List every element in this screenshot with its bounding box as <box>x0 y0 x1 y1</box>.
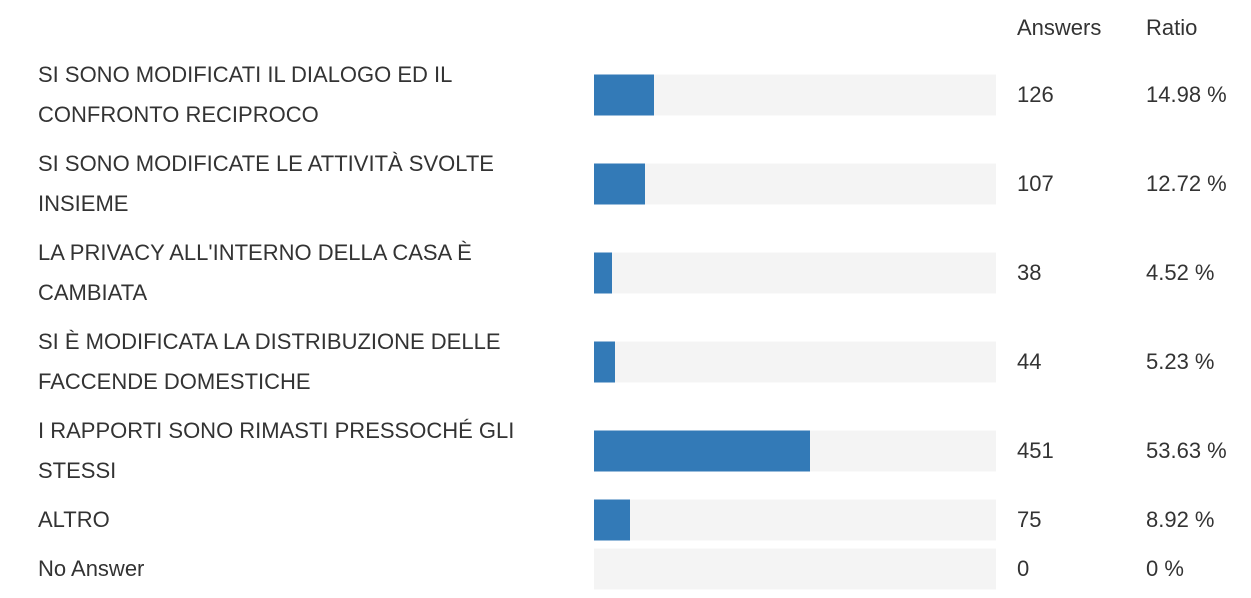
bar <box>594 430 810 472</box>
row-label: LA PRIVACY ALL'INTERNO DELLA CASA È CAMB… <box>38 240 472 305</box>
answers-count: 0 <box>1017 556 1030 581</box>
ratio-label: 4.52 % <box>1146 260 1215 285</box>
bar-track <box>594 163 996 205</box>
row: SI È MODIFICATA LA DISTRIBUZIONE DELLE F… <box>0 322 1251 402</box>
row-label: I RAPPORTI SONO RIMASTI PRESSOCHÉ GLI ST… <box>38 418 515 483</box>
ratio-label: 5.23 % <box>1146 349 1215 374</box>
answers-count: 451 <box>1017 438 1054 463</box>
bar <box>594 499 630 541</box>
bar-track <box>594 548 996 590</box>
ratio-label: 8.92 % <box>1146 507 1215 532</box>
answers-count: 107 <box>1017 171 1054 196</box>
bar <box>594 341 616 383</box>
row: SI SONO MODIFICATE LE ATTIVITÀ SVOLTE IN… <box>0 144 1251 224</box>
bar <box>594 163 646 205</box>
row: No Answer 0 0 % <box>0 548 1251 590</box>
ratio-label: 12.72 % <box>1146 171 1227 196</box>
row: LA PRIVACY ALL'INTERNO DELLA CASA È CAMB… <box>0 233 1251 313</box>
bar-track <box>594 499 996 541</box>
column-header: Answers <box>1017 15 1102 40</box>
page: Answers Ratio SI SONO MODIFICATI IL DIAL… <box>38 15 1227 590</box>
bar-track <box>594 341 996 383</box>
rows: SI SONO MODIFICATI IL DIALOGO ED IL CONF… <box>0 55 1251 598</box>
bar-track <box>594 74 996 116</box>
row: ALTRO 75 8.92 % <box>0 499 1251 541</box>
row-label: SI È MODIFICATA LA DISTRIBUZIONE DELLE F… <box>38 329 501 394</box>
ratio-label: 0 % <box>1146 556 1184 581</box>
bar-track <box>594 430 996 472</box>
answers-count: 44 <box>1017 349 1042 374</box>
row-label: SI SONO MODIFICATI IL DIALOGO ED IL CONF… <box>38 62 452 127</box>
column-header: Ratio <box>1146 15 1198 40</box>
bar <box>594 252 613 294</box>
answers-count: 75 <box>1017 507 1042 532</box>
answers-count: 126 <box>1017 82 1054 107</box>
answers-count: 38 <box>1017 260 1042 285</box>
row: SI SONO MODIFICATI IL DIALOGO ED IL CONF… <box>0 55 1251 135</box>
row: I RAPPORTI SONO RIMASTI PRESSOCHÉ GLI ST… <box>0 411 1251 491</box>
row-label: SI SONO MODIFICATE LE ATTIVITÀ SVOLTE IN… <box>38 151 494 216</box>
bar-track <box>594 252 996 294</box>
ratio-label: 14.98 % <box>1146 82 1227 107</box>
row-label: ALTRO <box>38 507 110 532</box>
row-label: No Answer <box>38 556 145 581</box>
bar <box>594 74 655 116</box>
ratio-label: 53.63 % <box>1146 438 1227 463</box>
